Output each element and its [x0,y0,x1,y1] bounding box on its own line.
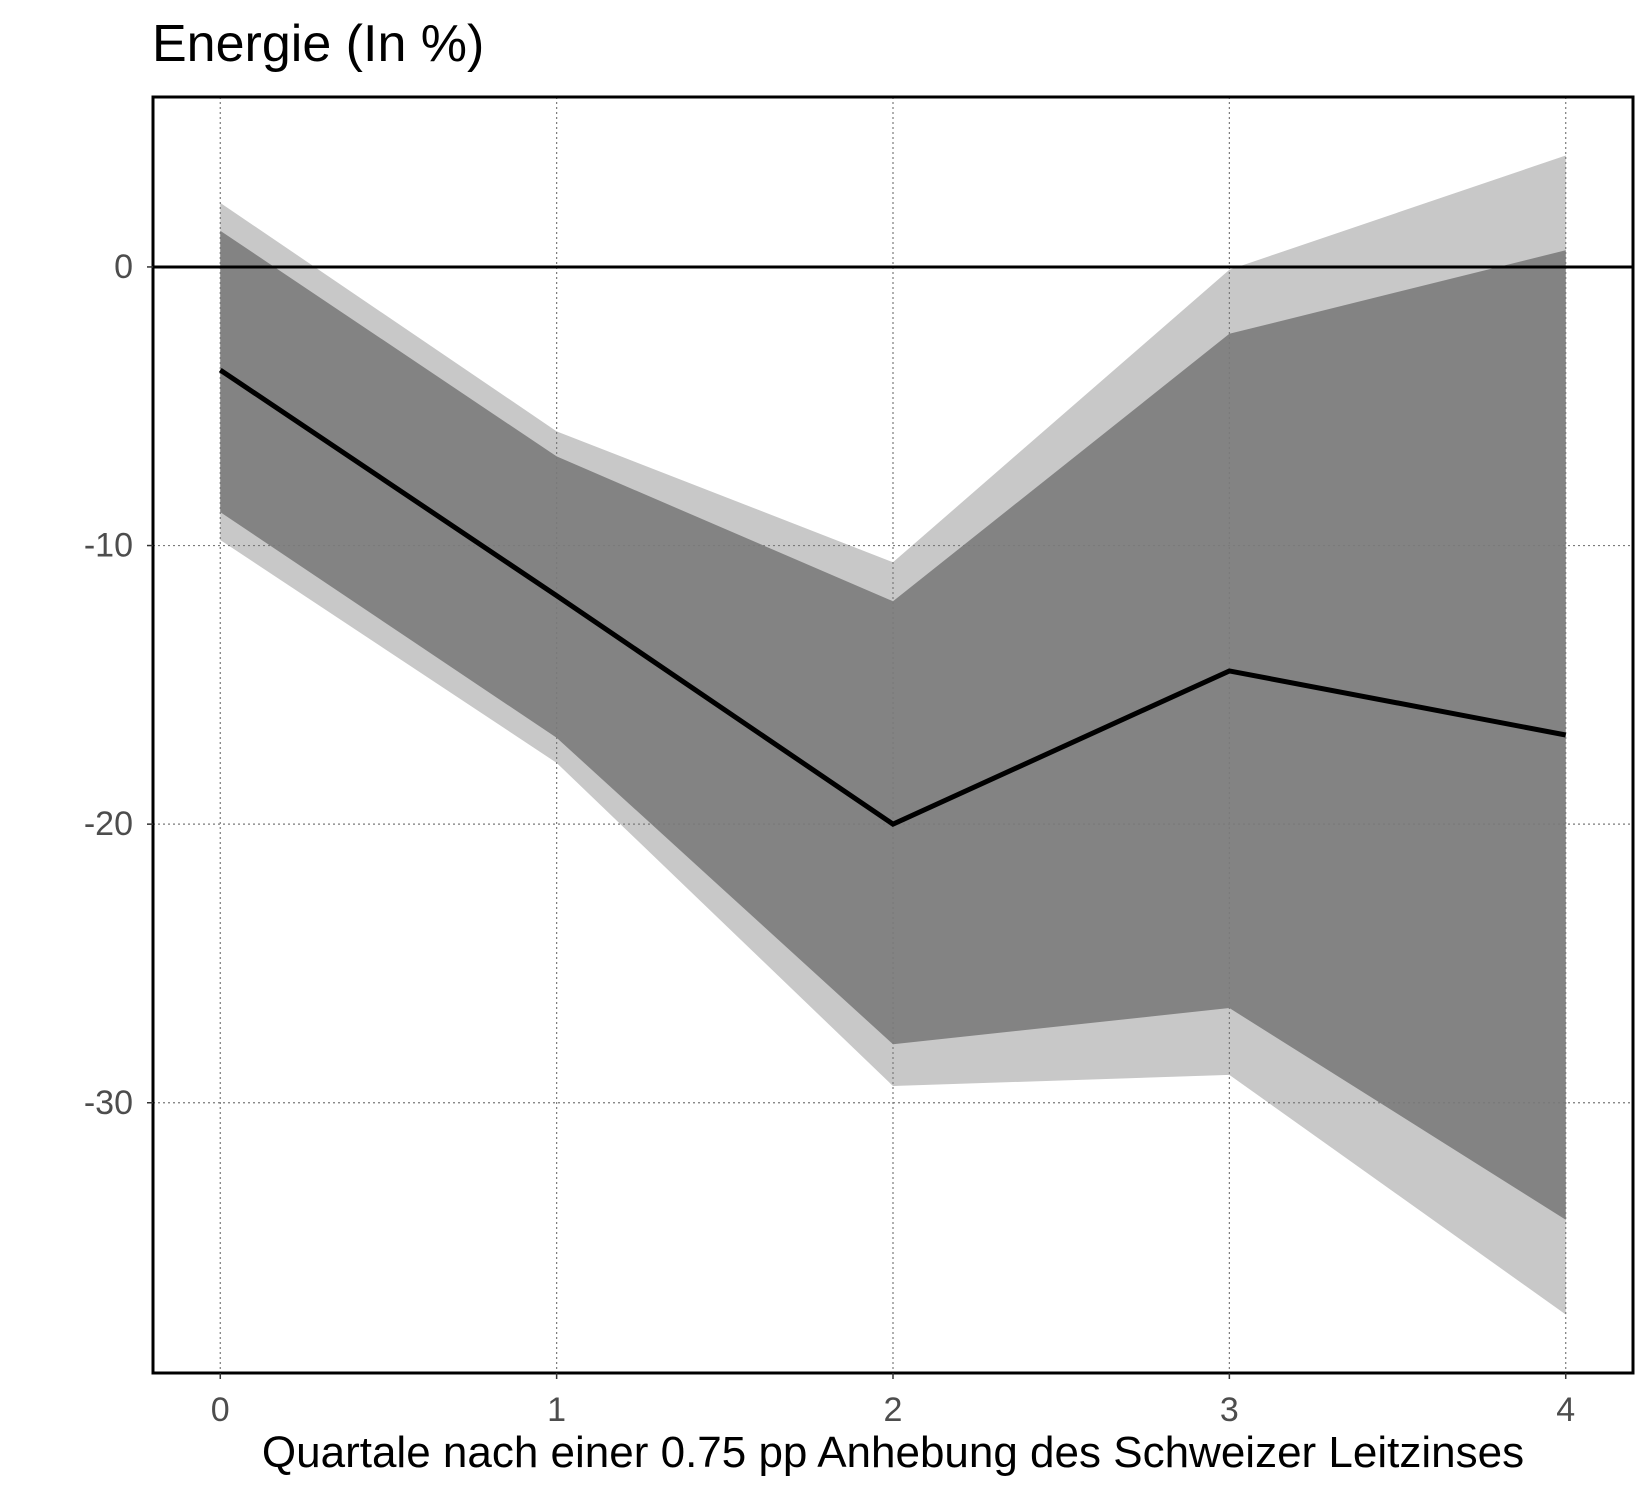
confidence-bands [220,155,1566,1315]
series-line-layer [218,367,1567,828]
x-tick-label: 2 [884,1391,903,1429]
x-axis-ticks: 0 1 2 3 4 [211,1373,1575,1429]
series-line [218,367,1567,828]
y-tick-label: -30 [84,1084,133,1122]
x-tick-label: 1 [547,1391,566,1429]
y-tick-label: 0 [114,248,133,286]
y-axis-ticks: 0 -10 -20 -30 [84,248,153,1122]
y-tick-label: -20 [84,805,133,843]
x-axis-label: Quartale nach einer 0.75 pp Anhebung des… [261,1428,1525,1477]
x-tick-label: 0 [211,1391,230,1429]
x-tick-label: 4 [1556,1391,1575,1429]
x-tick-label: 3 [1220,1391,1239,1429]
y-tick-label: -10 [84,527,133,565]
chart-title: Energie (In %) [152,15,485,73]
